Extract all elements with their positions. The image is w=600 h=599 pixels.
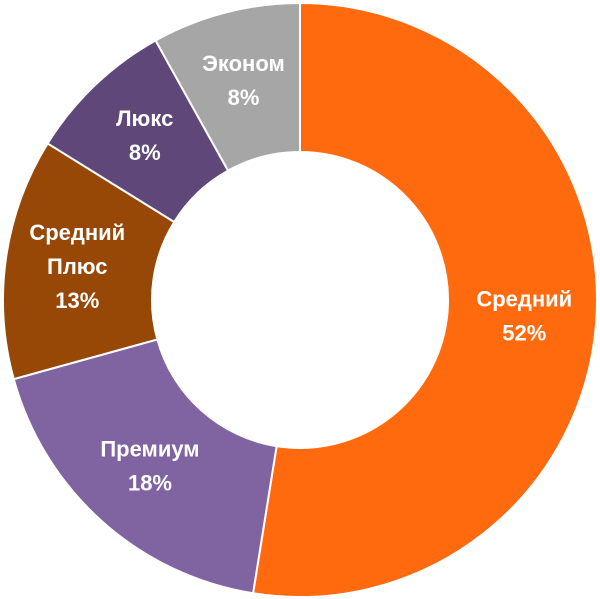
slice-name-2-1: Плюс [47, 254, 108, 279]
slice-label-4: Эконом 8% [202, 51, 285, 110]
donut-slice-0 [251, 1, 598, 598]
slice-name-4-0: Эконом [202, 51, 285, 76]
slice-name-3-0: Люкс [116, 106, 173, 131]
donut-slice-2 [2, 142, 176, 381]
slice-name-0-0: Средний [476, 287, 572, 312]
slice-percent-4: 8% [228, 85, 260, 110]
slice-percent-1: 18% [128, 470, 172, 495]
slice-label-0: Средний 52% [476, 287, 572, 346]
labels-layer: Средний 52% Премиум 18% Средний Плюс 13% Люкс 8%… [29, 51, 572, 495]
slice-percent-2: 13% [55, 288, 99, 313]
donut-slice-1 [12, 338, 278, 595]
slice-name-1-0: Премиум [100, 436, 199, 461]
slice-percent-3: 8% [129, 140, 161, 165]
slice-percent-0: 52% [502, 321, 546, 346]
slice-name-2-0: Средний [29, 220, 125, 245]
donut-slice-4 [154, 1, 301, 173]
slice-label-2: Средний Плюс 13% [29, 220, 125, 313]
slice-label-3: Люкс 8% [116, 106, 173, 165]
slice-label-1: Премиум 18% [100, 436, 199, 495]
